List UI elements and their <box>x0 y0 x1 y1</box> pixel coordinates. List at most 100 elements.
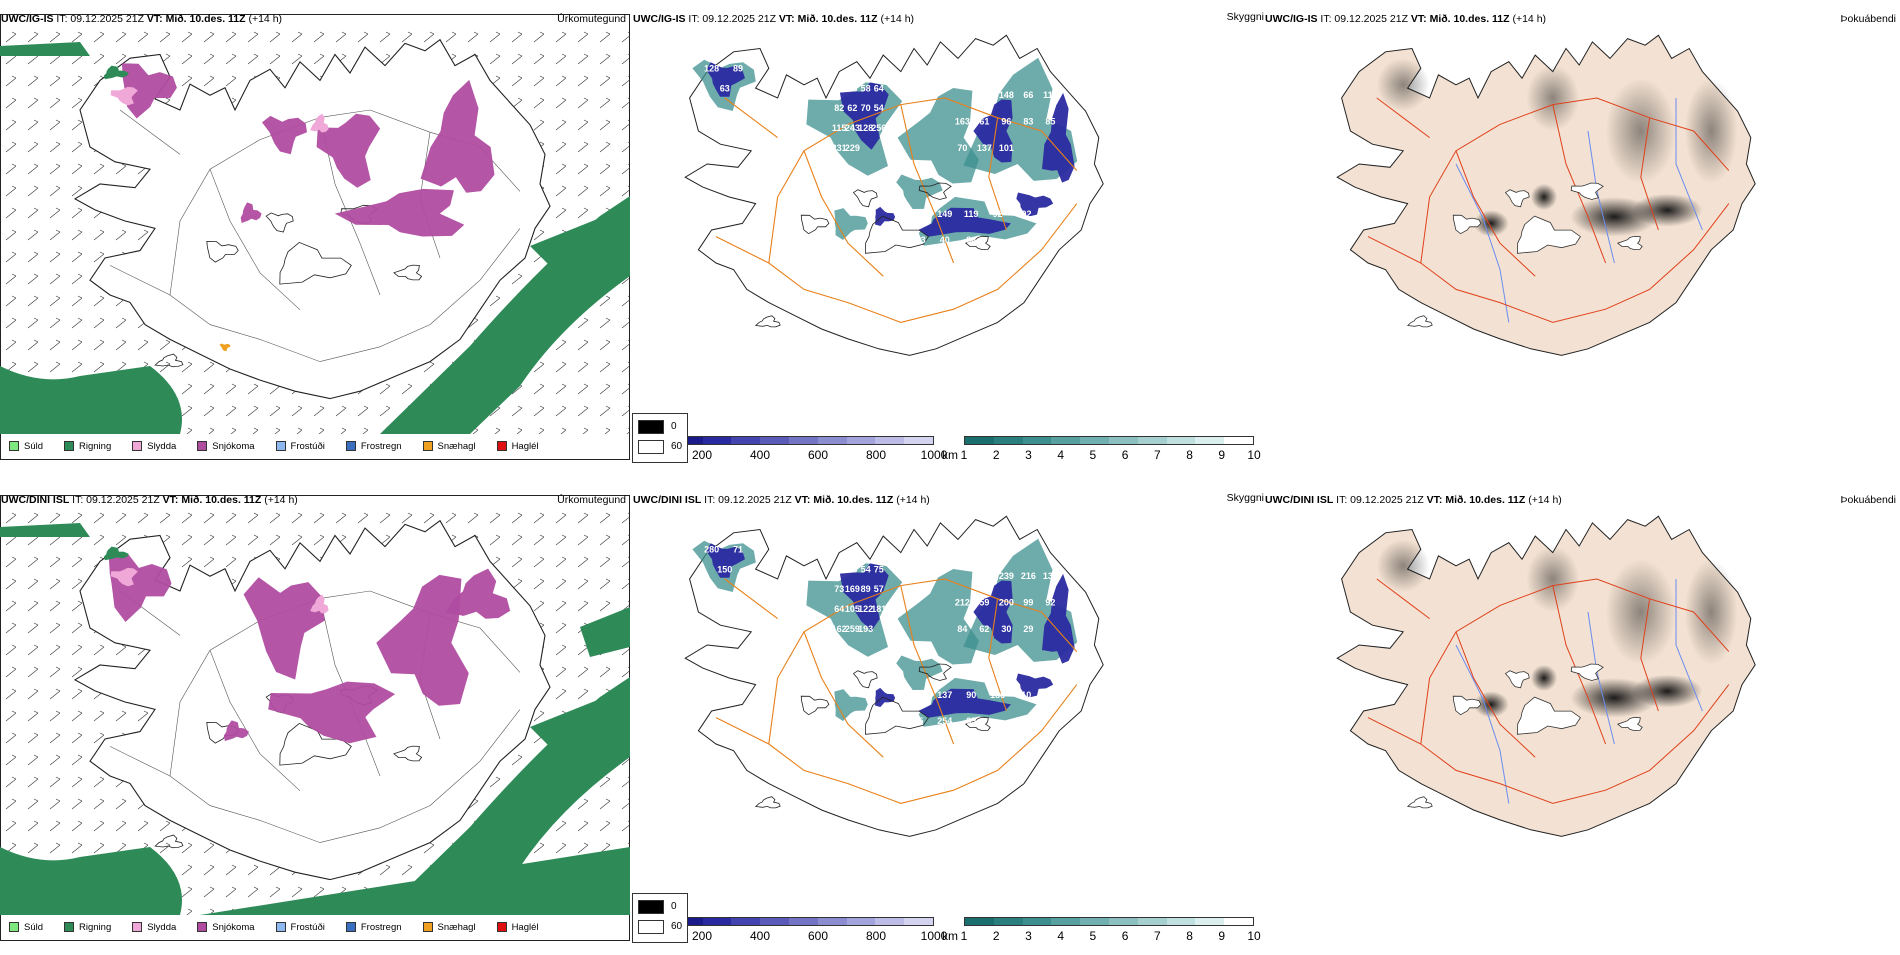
wind-barb <box>49 229 61 241</box>
snow-area <box>121 63 177 119</box>
panel-variable-title: Skyggni <box>1226 493 1264 504</box>
wind-barb <box>159 361 171 373</box>
cloudbase-value-label: 64 <box>834 604 844 614</box>
low-cloudbase-area <box>706 543 745 578</box>
wind-barb <box>626 427 630 434</box>
wind-barb <box>621 534 630 546</box>
cloudbase-value-label: 169 <box>845 584 860 594</box>
snow-area <box>334 188 465 237</box>
precip-legend-item: Haglél <box>490 922 539 933</box>
wind-barb <box>181 75 193 87</box>
glacier-outline <box>1616 716 1643 732</box>
wind-barb <box>511 75 523 87</box>
wind-barb <box>115 534 127 546</box>
cloudbase-value-label: 150 <box>717 564 732 574</box>
wind-barb <box>5 556 17 568</box>
glacier-outline <box>918 663 952 681</box>
wind-barb <box>181 31 193 43</box>
cloudbase-colorbar: m 02004006008001000 <box>632 917 947 943</box>
fog-legend-label-60: 60 <box>671 441 683 452</box>
wind-barb <box>313 534 325 546</box>
cloudbase-layer <box>706 543 1075 718</box>
wind-barb <box>599 405 611 417</box>
precip-legend-item: Rigning <box>57 441 111 452</box>
low-cloudbase-area <box>1016 673 1054 698</box>
road-line <box>803 150 884 277</box>
glacier-layer <box>1406 182 1643 328</box>
rain-area <box>200 847 630 915</box>
wind-barb <box>49 600 61 612</box>
colorbar-segment <box>1051 437 1081 444</box>
wind-barb <box>137 339 149 351</box>
snow-area <box>223 720 249 741</box>
wind-barb <box>555 842 567 854</box>
sleet-area <box>110 86 138 106</box>
cloudbase-value-label: 130 <box>1043 571 1058 581</box>
wind-barb <box>560 427 567 434</box>
fog-legend-label-60: 60 <box>671 921 683 932</box>
cloudbase-value-label: 57 <box>874 584 884 594</box>
visibility-colorbar: km 1 2 3 4 5 6 7 8 9 10 <box>942 917 1261 943</box>
wind-barb <box>489 31 501 43</box>
wind-barb <box>533 383 545 395</box>
wind-barb <box>49 842 61 854</box>
panel-variable-title: Úrkomutegund <box>557 13 626 25</box>
rain-area <box>530 687 630 747</box>
cloudbase-value-label: 92 <box>1045 597 1055 607</box>
wind-barb <box>181 556 193 568</box>
wind-barb <box>5 317 17 329</box>
glacier-outline <box>154 834 184 849</box>
wind-barb <box>5 578 17 590</box>
wind-barb <box>247 383 259 395</box>
wind-barb <box>203 31 215 43</box>
wind-barb <box>49 361 61 373</box>
wind-barb <box>181 534 193 546</box>
road-line <box>109 228 521 362</box>
low-cloudbase-area <box>839 563 889 631</box>
precip-legend-label: Snjókoma <box>212 440 255 452</box>
wind-barb <box>599 798 611 810</box>
wind-barb <box>71 776 83 788</box>
wind-barb <box>555 622 567 634</box>
precip-legend-label: Súld <box>24 440 44 452</box>
snow-area <box>445 568 511 619</box>
fog-legend-label-0: 0 <box>671 901 677 912</box>
colorbar-segment <box>1022 437 1052 444</box>
wind-barb <box>577 185 589 197</box>
wind-barb <box>71 163 83 175</box>
wind-barb <box>27 710 39 722</box>
cloudbase-value-label: 99 <box>1023 597 1033 607</box>
wind-barb <box>555 644 567 656</box>
cloudbase-value-label: 186 <box>990 690 1005 700</box>
cloudbase-value-label: 64 <box>874 83 884 93</box>
wind-barb <box>555 534 567 546</box>
colorbar-segment <box>673 437 703 444</box>
colorbar-tick-label: 1 <box>960 448 968 462</box>
wind-barb <box>203 842 215 854</box>
wind-barb <box>27 512 39 524</box>
cloudbase-value-label: 259 <box>845 624 860 634</box>
cloudbase-value-label: 61 <box>979 116 989 126</box>
precip-legend-label: Haglél <box>511 921 539 933</box>
fog-legend-swatch-0 <box>638 900 664 914</box>
wind-barb <box>291 886 303 898</box>
wind-barb <box>5 732 17 744</box>
cloudbase-value-label: 162 <box>832 624 847 634</box>
wind-barb <box>599 556 611 568</box>
cloudbase-value-label: 89 <box>861 584 871 594</box>
precip-legend-swatch <box>275 441 286 451</box>
wind-barb <box>159 31 171 43</box>
wind-barb <box>582 427 589 434</box>
wind-barb <box>555 820 567 832</box>
fog-area <box>1526 65 1580 131</box>
glacier-layer <box>154 204 423 368</box>
road-line <box>1367 203 1730 323</box>
panel-variable-title: Þokuábendi <box>1840 494 1896 506</box>
cloudbase-value-label: 256 <box>871 123 886 133</box>
wind-barb <box>423 512 435 524</box>
glacier-outline <box>864 696 929 735</box>
wind-barb <box>555 185 567 197</box>
wind-barb <box>599 600 611 612</box>
colorbar-tick-label: 400 <box>749 929 771 943</box>
